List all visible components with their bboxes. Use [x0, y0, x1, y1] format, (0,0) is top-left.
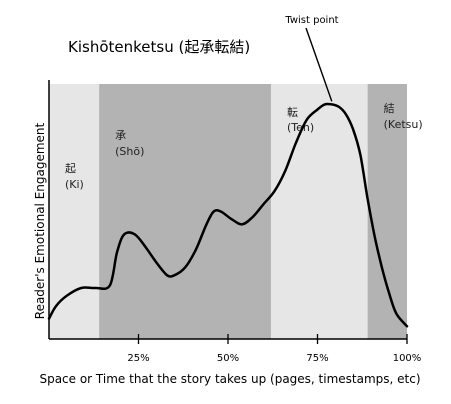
section-kanji-2: 承: [115, 129, 126, 142]
section-romaji-4: (Ketsu): [384, 118, 423, 131]
twist-point-label: Twist point: [284, 15, 338, 26]
engagement-curve: [47, 102, 409, 328]
twist-point-pointer: [305, 27, 333, 102]
x-tick-label: 75%: [306, 353, 328, 364]
x-tick-label: 50%: [217, 353, 239, 364]
section-band-2: [99, 84, 271, 339]
section-band-4: [367, 84, 407, 339]
section-romaji-3: (Ten): [287, 121, 314, 134]
x-tick-label: 25%: [127, 353, 149, 364]
y-axis-label: Reader's Emotional Engagement: [33, 122, 47, 319]
chart-title: Kishōtenketsu (起承転結): [68, 38, 250, 56]
section-kanji-4: 結: [384, 101, 395, 115]
x-axis-label: Space or Time that the story takes up (p…: [39, 372, 420, 386]
section-bands: [49, 84, 407, 339]
x-tick-label: 100%: [393, 353, 422, 364]
x-ticks: 25% 50% 75% 100%: [127, 334, 421, 364]
section-band-3: [270, 84, 368, 339]
section-romaji-1: (Ki): [65, 178, 84, 191]
section-romaji-2: (Shō): [115, 145, 144, 158]
section-kanji-1: 起: [65, 162, 76, 175]
section-labels: 起 (Ki) 承 (Shō) 転 (Ten) 結 (Ketsu): [65, 101, 423, 191]
section-kanji-3: 転: [287, 106, 298, 119]
section-band-1: [49, 84, 100, 339]
